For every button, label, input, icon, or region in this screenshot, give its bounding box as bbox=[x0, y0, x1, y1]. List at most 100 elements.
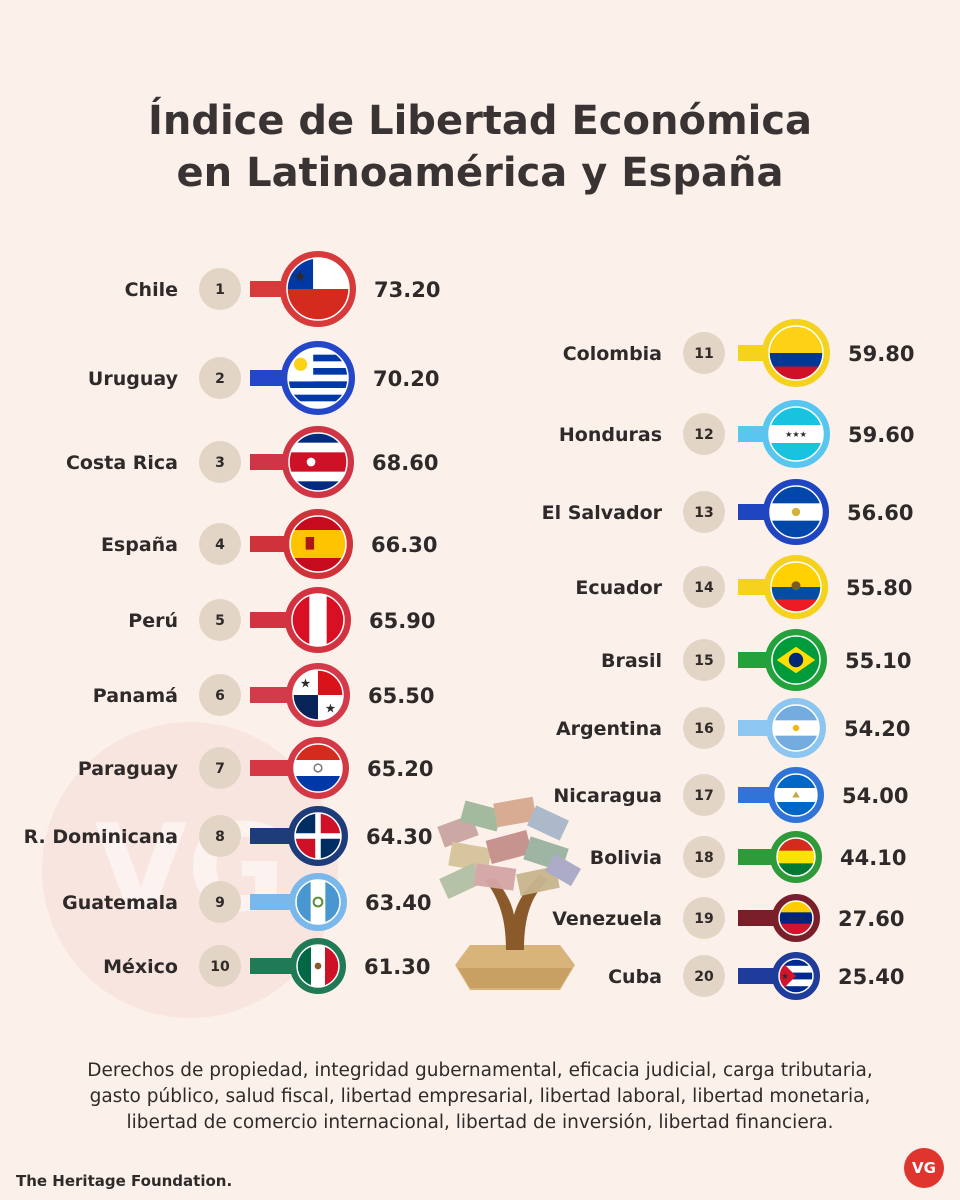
chart-row: Paraguay 7 65.20 bbox=[78, 737, 433, 799]
connector-bar bbox=[738, 504, 767, 520]
watermark-logo: VG bbox=[42, 722, 338, 1018]
country-label: Costa Rica bbox=[66, 452, 178, 474]
cuba-flag-icon: ★ bbox=[772, 952, 820, 1000]
score-label: 56.60 bbox=[847, 501, 913, 525]
score-label: 66.30 bbox=[371, 533, 437, 557]
country-label: Chile bbox=[125, 279, 178, 301]
score-label: 65.20 bbox=[367, 757, 433, 781]
rank-badge bbox=[683, 836, 725, 878]
rank-label: 10 bbox=[210, 959, 230, 975]
mexico-flag-icon bbox=[290, 938, 346, 994]
rank-label: 13 bbox=[694, 505, 713, 521]
svg-text:★★★★: ★★★★ bbox=[787, 916, 804, 922]
connector-bar bbox=[738, 849, 774, 865]
country-label: Brasil bbox=[601, 650, 662, 672]
chart-row: Ecuador 14 55.80 bbox=[575, 555, 912, 619]
score-label: 73.20 bbox=[374, 278, 440, 302]
panama-flag-icon: ★★ bbox=[286, 663, 350, 727]
connector-bar bbox=[738, 720, 770, 736]
svg-text:VG: VG bbox=[94, 800, 285, 939]
score-label: 54.20 bbox=[844, 717, 910, 741]
connector-bar bbox=[250, 536, 287, 552]
chart-row: Panamá 6★★ 65.50 bbox=[93, 663, 434, 727]
rank-badge bbox=[683, 413, 725, 455]
country-label: Cuba bbox=[608, 966, 662, 988]
colombia-flag-icon bbox=[762, 319, 830, 387]
country-label: Ecuador bbox=[575, 577, 662, 599]
connector-bar bbox=[250, 894, 293, 910]
chart-row: R. Dominicana 8 64.30 bbox=[24, 806, 432, 866]
country-label: Honduras bbox=[559, 424, 662, 446]
rank-badge bbox=[683, 639, 725, 681]
rank-label: 15 bbox=[694, 653, 713, 669]
country-label: Venezuela bbox=[552, 908, 662, 930]
rank-label: 11 bbox=[694, 346, 713, 362]
rank-label: 5 bbox=[215, 613, 225, 629]
rank-badge bbox=[683, 566, 725, 608]
chart-row: Argentina 16 54.20 bbox=[556, 698, 910, 758]
rank-label: 19 bbox=[694, 911, 713, 927]
score-label: 55.10 bbox=[845, 649, 911, 673]
chart-row: Colombia 11 59.80 bbox=[563, 319, 914, 387]
el-salvador-flag-icon bbox=[763, 479, 829, 545]
paraguay-flag-icon bbox=[287, 737, 349, 799]
score-label: 68.60 bbox=[372, 451, 438, 475]
score-label: 44.10 bbox=[840, 846, 906, 870]
chart-row: Honduras 12 ★★★ 59.60 bbox=[559, 400, 914, 468]
rank-label: 4 bbox=[215, 537, 225, 553]
chart-row: Cuba 20 ★ 25.40 bbox=[608, 952, 904, 1000]
score-label: 63.40 bbox=[365, 891, 431, 915]
footnote: Derechos de propiedad, integridad gubern… bbox=[20, 1058, 940, 1136]
rank-badge bbox=[683, 491, 725, 533]
connector-bar bbox=[250, 760, 291, 776]
rank-label: 17 bbox=[694, 788, 713, 804]
svg-text:★: ★ bbox=[781, 972, 789, 982]
svg-text:★: ★ bbox=[300, 676, 311, 691]
footnote-line-2: gasto público, salud fiscal, libertad em… bbox=[89, 1086, 871, 1107]
rank-label: 14 bbox=[694, 580, 714, 596]
score-label: 59.60 bbox=[848, 423, 914, 447]
chart-row: Costa Rica 3 68.60 bbox=[66, 426, 438, 498]
country-label: México bbox=[103, 956, 178, 978]
argentina-flag-icon bbox=[766, 698, 826, 758]
nicaragua-flag-icon bbox=[768, 767, 824, 823]
country-label: Argentina bbox=[556, 718, 662, 740]
chile-flag-icon: ★ bbox=[280, 251, 356, 327]
chart-row: El Salvador 13 56.60 bbox=[542, 479, 913, 545]
rank-label: 1 bbox=[215, 282, 225, 298]
score-label: 59.80 bbox=[848, 342, 914, 366]
country-label: Panamá bbox=[93, 685, 178, 707]
honduras-flag-icon: ★★★ bbox=[762, 400, 830, 468]
rank-badge bbox=[683, 774, 725, 816]
chart-title: Índice de Libertad Económica en Latinoam… bbox=[0, 95, 960, 199]
vg-logo: VG bbox=[904, 1148, 944, 1188]
rank-badge bbox=[683, 955, 725, 997]
rank-badge bbox=[199, 523, 241, 565]
costa-rica-flag-icon bbox=[282, 426, 354, 498]
score-label: 25.40 bbox=[838, 965, 904, 989]
rank-label: 8 bbox=[215, 829, 225, 845]
chart-row: México 10 61.30 bbox=[103, 938, 430, 994]
connector-bar bbox=[250, 612, 289, 628]
rank-badge bbox=[199, 268, 241, 310]
footnote-line-1: Derechos de propiedad, integridad gubern… bbox=[87, 1060, 873, 1081]
connector-bar bbox=[738, 652, 769, 668]
chart-row: Bolivia 18 44.10 bbox=[590, 831, 906, 883]
connector-bar bbox=[738, 968, 776, 984]
country-label: Bolivia bbox=[590, 847, 662, 869]
connector-bar bbox=[250, 958, 294, 974]
chart-row: Guatemala 9 63.40 bbox=[62, 873, 431, 931]
country-label: Colombia bbox=[563, 343, 662, 365]
rank-label: 2 bbox=[215, 371, 225, 387]
country-label: Uruguay bbox=[88, 368, 179, 390]
score-label: 55.80 bbox=[846, 576, 912, 600]
score-label: 70.20 bbox=[373, 367, 439, 391]
dominican-republic-flag-icon bbox=[288, 806, 348, 866]
svg-text:★★★: ★★★ bbox=[785, 429, 807, 439]
chart-row: Venezuela 19 ★★★★ 27.60 bbox=[552, 894, 904, 942]
score-label: 27.60 bbox=[838, 907, 904, 931]
country-label: Perú bbox=[128, 610, 178, 632]
brazil-flag-icon bbox=[765, 629, 827, 691]
rank-label: 18 bbox=[694, 850, 713, 866]
score-label: 65.50 bbox=[368, 684, 434, 708]
